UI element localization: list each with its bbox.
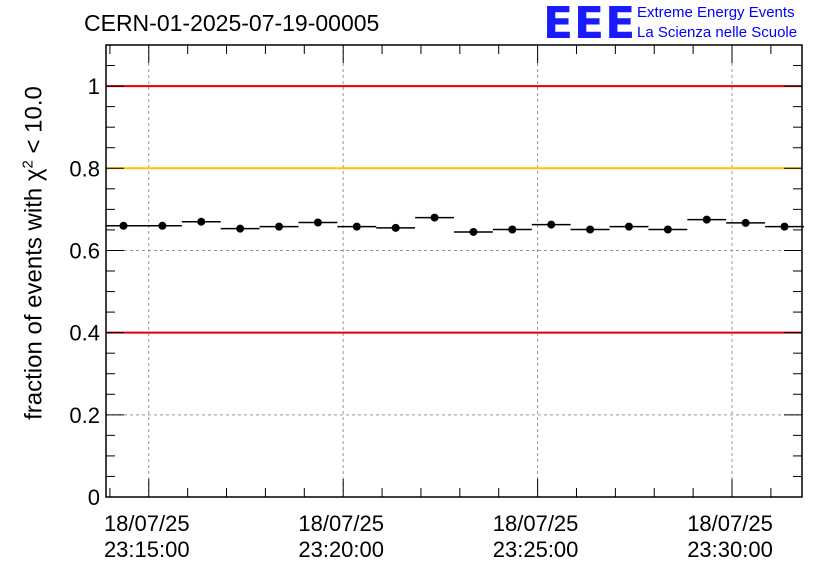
y-tick-label: 0.6	[69, 238, 100, 263]
data-point	[391, 223, 400, 232]
data-point	[430, 213, 439, 222]
x-tick-label-time: 23:30:00	[687, 537, 773, 562]
data-point	[158, 221, 167, 230]
data-point	[197, 217, 206, 226]
x-tick-label-time: 23:15:00	[104, 537, 190, 562]
plot-frame	[105, 44, 803, 498]
data-point	[236, 224, 245, 233]
data-point	[313, 218, 322, 227]
data-point	[275, 222, 284, 231]
data-point	[119, 221, 128, 230]
data-point	[741, 218, 750, 227]
y-tick-label: 0.2	[69, 403, 100, 428]
x-tick-label-time: 23:25:00	[493, 537, 579, 562]
data-point	[547, 220, 556, 229]
y-tick-label: 1	[88, 74, 100, 99]
x-tick-label-date: 18/07/25	[687, 511, 773, 536]
x-tick-label-date: 18/07/25	[298, 511, 384, 536]
y-tick-label: 0.4	[69, 321, 100, 346]
data-point	[702, 215, 711, 224]
data-point	[624, 222, 633, 231]
data-point	[352, 222, 361, 231]
logo-subtitle-2: La Scienza nelle Scuole	[637, 24, 798, 41]
x-tick-label-time: 23:20:00	[298, 537, 384, 562]
data-point	[586, 225, 595, 234]
data-point	[780, 222, 789, 231]
chart-title: CERN-01-2025-07-19-00005	[84, 10, 380, 36]
data-point	[663, 225, 672, 234]
data-point	[508, 225, 517, 234]
logo-subtitle-1: Extreme Energy Events	[637, 4, 795, 21]
x-tick-label-date: 18/07/25	[104, 511, 190, 536]
data-point	[469, 227, 478, 236]
eee-logo: EEE	[543, 0, 637, 49]
x-tick-label-date: 18/07/25	[493, 511, 579, 536]
y-tick-label: 0	[88, 485, 100, 510]
y-tick-label: 0.8	[69, 156, 100, 181]
